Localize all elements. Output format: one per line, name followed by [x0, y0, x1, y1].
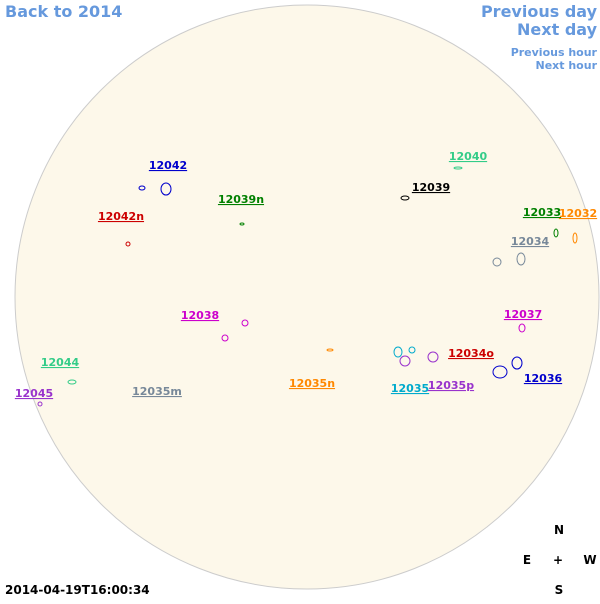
- region-label[interactable]: 12034o: [448, 347, 494, 360]
- back-link[interactable]: Back to 2014: [5, 2, 122, 21]
- compass-north: N: [554, 523, 564, 537]
- previous-day-link[interactable]: Previous day: [481, 2, 598, 21]
- compass-west: W: [583, 553, 596, 567]
- spot: [67, 379, 77, 385]
- solar-disk: [14, 4, 600, 590]
- timestamp: 2014-04-19T16:00:34: [5, 583, 150, 597]
- region-label[interactable]: 12033: [523, 206, 561, 219]
- compass-east: E: [523, 553, 531, 567]
- region-label[interactable]: 12035p: [428, 379, 474, 392]
- sunspots: [37, 166, 578, 407]
- region-label[interactable]: 12036: [524, 372, 563, 385]
- region-label[interactable]: 12035n: [289, 377, 335, 390]
- spot: [453, 166, 463, 170]
- region-label[interactable]: 12032: [559, 207, 597, 220]
- spot: [37, 401, 43, 407]
- spot: [511, 356, 523, 370]
- previous-hour-link[interactable]: Previous hour: [511, 46, 598, 59]
- spot: [427, 351, 439, 363]
- spot: [239, 222, 245, 226]
- spot: [492, 365, 508, 379]
- region-label[interactable]: 12034: [511, 235, 550, 248]
- region-label[interactable]: 12040: [449, 150, 488, 163]
- next-hour-link[interactable]: Next hour: [536, 59, 598, 72]
- spot: [553, 228, 559, 238]
- region-label[interactable]: 12035: [391, 382, 429, 395]
- region-label[interactable]: 12039: [412, 181, 450, 194]
- spot: [572, 232, 578, 244]
- spot: [221, 334, 229, 342]
- region-label[interactable]: 12044: [41, 356, 80, 369]
- region-label[interactable]: 12039n: [218, 193, 264, 206]
- spot: [400, 195, 410, 201]
- region-label[interactable]: 12045: [15, 387, 53, 400]
- spot: [125, 241, 131, 247]
- spot: [138, 185, 146, 191]
- compass-south: S: [555, 583, 564, 597]
- spot: [326, 348, 334, 352]
- region-label[interactable]: 12035m: [132, 385, 182, 398]
- region-label[interactable]: 12037: [504, 308, 542, 321]
- region-label[interactable]: 12038: [181, 309, 219, 322]
- spot: [518, 323, 526, 333]
- spot: [516, 252, 526, 266]
- spot: [160, 182, 172, 196]
- spot: [241, 319, 249, 327]
- compass-center: +: [553, 553, 563, 567]
- region-label[interactable]: 12042n: [98, 210, 144, 223]
- spot: [408, 346, 416, 354]
- spot: [393, 346, 403, 358]
- next-day-link[interactable]: Next day: [517, 20, 598, 39]
- spot: [399, 355, 411, 367]
- region-label[interactable]: 12042: [149, 159, 187, 172]
- spot: [492, 257, 502, 267]
